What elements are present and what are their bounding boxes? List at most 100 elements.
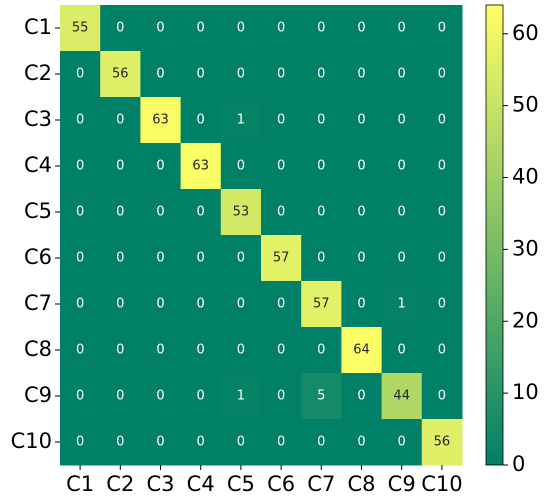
heatmap-cell bbox=[100, 51, 141, 98]
cell-label: 1 bbox=[237, 113, 245, 128]
cell-label: 0 bbox=[317, 205, 325, 220]
cell-label: 0 bbox=[398, 251, 406, 266]
cell-label: 0 bbox=[116, 343, 124, 358]
heatmap-cell bbox=[220, 235, 262, 282]
cell-label: 56 bbox=[434, 435, 451, 450]
heatmap-cell bbox=[180, 143, 222, 190]
cell-label: 0 bbox=[197, 343, 205, 358]
cell-label: 0 bbox=[237, 343, 245, 358]
cell-label: 0 bbox=[197, 297, 205, 312]
heatmap-cell bbox=[220, 373, 262, 420]
cell-label: 0 bbox=[357, 67, 365, 82]
colorbar-tick-label: 40 bbox=[512, 165, 539, 189]
y-tick-label: C6 bbox=[24, 245, 52, 269]
cell-label: 0 bbox=[116, 159, 124, 174]
heatmap-cell bbox=[381, 5, 423, 52]
cell-label: 0 bbox=[237, 67, 245, 82]
heatmap-cell bbox=[261, 189, 302, 236]
heatmap-cell bbox=[261, 51, 302, 98]
heatmap-cell bbox=[261, 373, 302, 420]
cell-label: 0 bbox=[438, 67, 446, 82]
heatmap-cell bbox=[220, 143, 262, 190]
heatmap-cell bbox=[261, 281, 302, 328]
cell-label: 0 bbox=[317, 159, 325, 174]
heatmap-cell bbox=[220, 5, 262, 52]
cell-label: 0 bbox=[116, 389, 124, 404]
heatmap-cell bbox=[220, 51, 262, 98]
cell-label: 0 bbox=[76, 297, 84, 312]
heatmap-cell bbox=[381, 97, 423, 144]
cell-label: 0 bbox=[357, 159, 365, 174]
y-tick-label: C9 bbox=[24, 383, 52, 407]
cell-label: 53 bbox=[233, 205, 250, 220]
cell-label: 0 bbox=[277, 205, 285, 220]
cell-label: 0 bbox=[277, 159, 285, 174]
heatmap-cell bbox=[341, 5, 383, 52]
cell-label: 0 bbox=[357, 251, 365, 266]
cell-label: 0 bbox=[197, 21, 205, 36]
heatmap-cell bbox=[421, 143, 463, 190]
cell-label: 0 bbox=[76, 159, 84, 174]
x-tick-label: C2 bbox=[106, 472, 134, 496]
cell-label: 0 bbox=[197, 251, 205, 266]
heatmap-cell bbox=[60, 327, 101, 374]
heatmap-cell bbox=[220, 327, 262, 374]
cell-label: 0 bbox=[317, 67, 325, 82]
heatmap-cell bbox=[180, 373, 222, 420]
heatmap-cell bbox=[381, 373, 423, 420]
heatmap-cell bbox=[341, 189, 383, 236]
cell-label: 0 bbox=[438, 21, 446, 36]
heatmap-cell bbox=[100, 143, 141, 190]
heatmap-cell bbox=[180, 97, 222, 144]
heatmap-cell bbox=[60, 143, 101, 190]
heatmap-cell bbox=[421, 235, 463, 282]
heatmap-cell bbox=[421, 5, 463, 52]
heatmap-cell bbox=[341, 235, 383, 282]
heatmap-cell bbox=[341, 97, 383, 144]
heatmap-cell bbox=[180, 419, 222, 466]
heatmap-cell bbox=[301, 51, 342, 98]
cell-label: 64 bbox=[353, 343, 370, 358]
cell-label: 1 bbox=[237, 389, 245, 404]
cell-label: 0 bbox=[438, 389, 446, 404]
heatmap-cell bbox=[100, 189, 141, 236]
heatmap-cell bbox=[341, 281, 383, 328]
x-tick-label: C10 bbox=[421, 472, 462, 496]
cell-label: 0 bbox=[237, 435, 245, 450]
heatmap-cell bbox=[180, 327, 222, 374]
heatmap-cell bbox=[421, 189, 463, 236]
cell-label: 0 bbox=[76, 343, 84, 358]
cell-label: 0 bbox=[237, 21, 245, 36]
heatmap-cell bbox=[180, 189, 222, 236]
heatmap-cell bbox=[220, 189, 262, 236]
heatmap-cell bbox=[421, 97, 463, 144]
cell-label: 0 bbox=[237, 297, 245, 312]
heatmap-cell bbox=[381, 281, 423, 328]
heatmap-cell bbox=[301, 419, 342, 466]
cell-label: 0 bbox=[156, 435, 164, 450]
x-tick-label: C6 bbox=[267, 472, 295, 496]
cell-label: 0 bbox=[76, 251, 84, 266]
cell-label: 57 bbox=[313, 297, 330, 312]
cell-label: 0 bbox=[277, 435, 285, 450]
heatmap-cell bbox=[421, 327, 463, 374]
cell-label: 0 bbox=[156, 159, 164, 174]
cell-label: 0 bbox=[398, 435, 406, 450]
cell-label: 0 bbox=[438, 205, 446, 220]
cell-label: 0 bbox=[237, 159, 245, 174]
cell-label: 56 bbox=[112, 67, 129, 82]
heatmap-cell bbox=[140, 189, 182, 236]
heatmap-cell bbox=[301, 235, 342, 282]
heatmap-cell bbox=[60, 189, 101, 236]
cell-label: 0 bbox=[398, 159, 406, 174]
heatmap-cell bbox=[180, 5, 222, 52]
x-tick-label: C1 bbox=[66, 472, 94, 496]
cell-label: 0 bbox=[116, 251, 124, 266]
cell-label: 0 bbox=[116, 205, 124, 220]
x-tick-label: C7 bbox=[307, 472, 335, 496]
cell-label: 0 bbox=[398, 113, 406, 128]
heatmap-cell bbox=[60, 419, 101, 466]
cell-label: 0 bbox=[277, 21, 285, 36]
cell-label: 0 bbox=[156, 205, 164, 220]
heatmap-cell bbox=[140, 5, 182, 52]
